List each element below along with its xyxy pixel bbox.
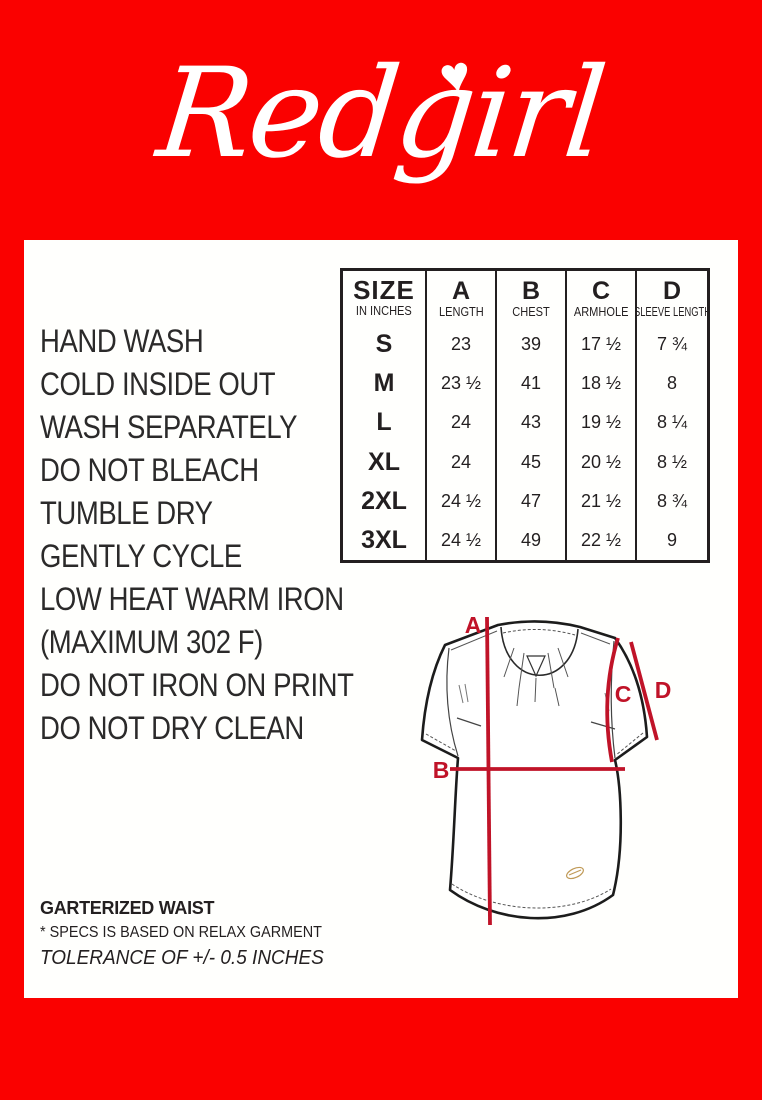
row-xl-size: XL [343, 442, 427, 482]
care-instructions: HAND WASH COLD INSIDE OUT WASH SEPARATEL… [40, 320, 354, 750]
row-s-armhole: 17 ½ [567, 325, 637, 365]
row-l-size: L [343, 403, 427, 443]
care-line-wash-separate: WASH SEPARATELY [40, 409, 298, 445]
neckline-stitch [502, 628, 576, 636]
size-subtitle: IN INCHES [356, 303, 412, 318]
size-title: SIZE [353, 275, 415, 305]
row-3xl-armhole: 22 ½ [567, 520, 637, 561]
col-letter-b: B [521, 276, 541, 305]
content-panel: HAND WASH COLD INSIDE OUT WASH SEPARATEL… [24, 240, 738, 998]
armhole-seam-left [446, 647, 459, 757]
hem-tag [566, 866, 584, 880]
hem-stitch-lines [425, 732, 644, 909]
gather-lines [503, 647, 569, 707]
row-s-length: 23 [427, 325, 497, 365]
footnotes: GARTERIZED WAIST * SPECS IS BASED ON REL… [40, 896, 343, 972]
row-m-sleeve: 8 [666, 373, 677, 394]
size-table-header-chest: B CHEST [497, 271, 567, 325]
size-table: SIZE IN INCHES A LENGTH B CHEST C ARMHOL… [340, 268, 710, 563]
row-s-sleeve: 7 ¾ [656, 334, 688, 355]
care-line-no-iron-print: DO NOT IRON ON PRINT [40, 667, 354, 703]
garment-diagram: A B C D [420, 612, 672, 926]
row-3xl-chest: 49 [497, 520, 567, 561]
row-2xl-sleeve: 8 ¾ [656, 490, 688, 511]
row-m-chest: 41 [497, 364, 567, 404]
pleat-triangle [526, 655, 546, 678]
dart-line-right [590, 721, 616, 730]
row-2xl-armhole: 21 ½ [567, 481, 637, 521]
measure-label-d: D [655, 677, 672, 703]
care-line-max-temp: (MAXIMUM 302 F) [40, 624, 263, 660]
measure-line-d [629, 641, 659, 741]
brand-logo-text: Redgirl [151, 42, 611, 186]
col-label-length: LENGTH [438, 303, 484, 319]
care-line-low-heat: LOW HEAT WARM IRON [40, 581, 344, 617]
row-l-sleeve: 8 ¼ [656, 412, 688, 433]
row-3xl-sleeve: 9 [666, 530, 677, 551]
size-table-header-length: A LENGTH [427, 271, 497, 325]
care-line-cold-inside: COLD INSIDE OUT [40, 366, 276, 402]
col-label-armhole: ARMHOLE [573, 303, 629, 319]
row-3xl-length: 24 ½ [427, 520, 497, 561]
row-2xl-size: 2XL [343, 481, 427, 521]
care-line-hand-wash: HAND WASH [40, 323, 204, 359]
shoulder-seam-right [580, 632, 611, 645]
size-table-header-armhole: C ARMHOLE [567, 271, 637, 325]
row-xl-length: 24 [427, 442, 497, 482]
col-label-sleeve-length: SLEEVE LENGTH [637, 303, 707, 319]
garterized-waist-note: GARTERIZED WAIST [40, 898, 215, 918]
tolerance-note: TOLERANCE OF +/- 0.5 INCHES [40, 947, 324, 969]
row-s-size: S [343, 325, 427, 365]
row-2xl-length: 24 ½ [427, 481, 497, 521]
row-xl-sleeve: 8 ½ [656, 451, 688, 472]
measure-label-a: A [465, 612, 482, 638]
brand-logo: Redgirl ♥ [0, 6, 762, 234]
row-s-chest: 39 [497, 325, 567, 365]
care-line-tumble-dry: TUMBLE DRY [40, 495, 213, 531]
row-3xl-size: 3XL [343, 520, 427, 561]
size-table-header-size: SIZE IN INCHES [343, 271, 427, 325]
row-xl-chest: 45 [497, 442, 567, 482]
row-m-size: M [343, 364, 427, 404]
row-l-armhole: 19 ½ [567, 403, 637, 443]
dart-line-left [456, 717, 482, 727]
measure-line-a [485, 616, 492, 926]
row-l-chest: 43 [497, 403, 567, 443]
row-m-armhole: 18 ½ [567, 364, 637, 404]
row-l-length: 24 [427, 403, 497, 443]
measurement-lines [450, 616, 659, 926]
measure-label-b: B [433, 757, 450, 783]
care-line-no-dry-clean: DO NOT DRY CLEAN [40, 710, 304, 746]
shoulder-seam-left [450, 630, 498, 651]
col-letter-d: D [662, 276, 682, 305]
row-m-length: 23 ½ [427, 364, 497, 404]
size-table-header-sleeve: D SLEEVE LENGTH [637, 271, 707, 325]
measure-label-c: C [615, 681, 632, 707]
col-letter-a: A [451, 276, 471, 305]
care-line-gentle-cycle: GENTLY CYCLE [40, 538, 242, 574]
care-line-no-bleach: DO NOT BLEACH [40, 452, 259, 488]
col-letter-c: C [591, 276, 611, 305]
specs-note: * SPECS IS BASED ON RELAX GARMENT [40, 924, 322, 941]
measure-line-c [605, 637, 620, 763]
neckline-scoop [500, 626, 579, 677]
row-2xl-chest: 47 [497, 481, 567, 521]
row-xl-armhole: 20 ½ [567, 442, 637, 482]
col-label-chest: CHEST [512, 303, 550, 319]
